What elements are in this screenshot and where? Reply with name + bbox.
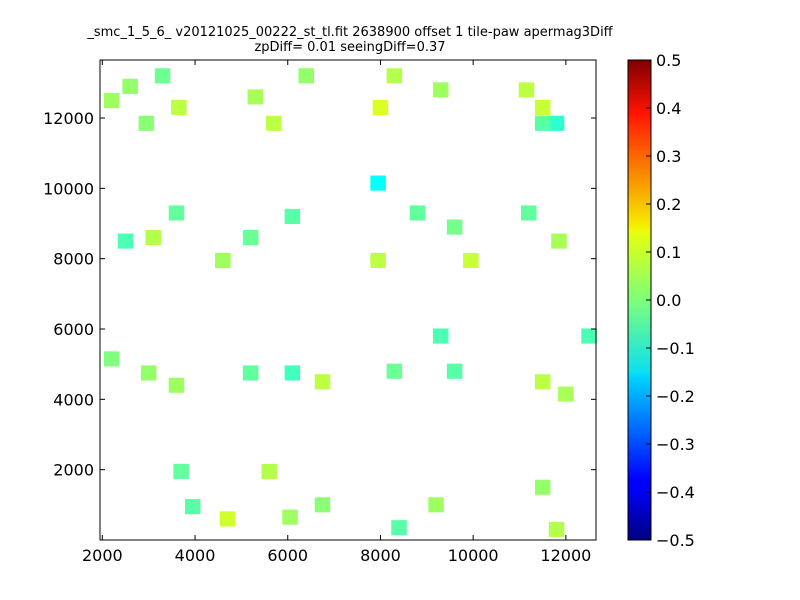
x-tick-label: 6000: [267, 546, 308, 565]
heatmap-cell: [173, 463, 189, 479]
axes: 2000 4000 6000 8000 10000 12000 2000 4000 6000 80…: [43, 60, 596, 565]
heatmap-cell: [122, 78, 138, 94]
chart-title-line1: _smc_1_5_6_ v20121025_00222_st_tl.fit 26…: [87, 25, 613, 40]
heatmap-cell: [432, 82, 449, 98]
y-tick-label: 10000: [43, 179, 94, 198]
heatmap-cell: [432, 328, 449, 344]
heatmap-cells: [103, 68, 597, 538]
colorbar-tick-label: 0.5: [656, 51, 681, 70]
heatmap-cell: [266, 115, 282, 131]
heatmap-cell: [168, 377, 185, 393]
heatmap-cell: [548, 115, 565, 131]
heatmap-cell: [386, 68, 403, 84]
heatmap-cell: [242, 365, 259, 381]
x-tick-label: 12000: [540, 546, 591, 565]
heatmap-cell: [298, 68, 315, 84]
heatmap-cell: [446, 363, 463, 379]
colorbar-ticks: 0.5 0.4 0.3 0.2 0.1 0.0 −0.1 −0.2 −0.3 −0.4 −0.5: [646, 51, 695, 550]
heatmap-cell: [372, 99, 389, 116]
colorbar-tick-label: −0.2: [656, 387, 695, 406]
colorbar-tick-label: −0.1: [656, 339, 695, 358]
x-tick-label: 2000: [82, 546, 123, 565]
heatmap-cell: [242, 230, 259, 246]
heatmap-cell: [521, 205, 537, 221]
heatmap-cell: [558, 386, 574, 402]
heatmap-cell: [138, 115, 155, 131]
heatmap-cell: [247, 89, 264, 105]
heatmap-cell: [284, 365, 301, 381]
chart-title-line2: zpDiff= 0.01 seeingDiff=0.37: [254, 40, 446, 55]
heatmap-cell: [215, 252, 231, 268]
plot-frame: [99, 59, 597, 541]
colorbar-tick-label: −0.5: [656, 531, 695, 550]
colorbar-tick-label: 0.1: [656, 243, 681, 262]
heatmap-cell: [140, 365, 157, 381]
x-tick-label: 10000: [448, 546, 499, 565]
heatmap-cell: [581, 328, 597, 344]
heatmap-cell: [261, 463, 277, 479]
heatmap-cell: [446, 219, 463, 235]
heatmap-cell: [534, 99, 551, 116]
y-tick-label: 6000: [53, 320, 94, 339]
heatmap-cell: [171, 99, 187, 116]
colorbar-tick-label: 0.0: [656, 291, 681, 310]
y-tick-label: 4000: [53, 390, 94, 409]
heatmap-cell: [463, 252, 479, 268]
heatmap-cell: [145, 230, 162, 246]
heatmap-cell: [117, 233, 134, 249]
heatmap-cell: [168, 205, 185, 221]
heatmap-cell: [391, 520, 407, 536]
colorbar-tick-label: 0.2: [656, 195, 681, 214]
y-tick-label: 12000: [43, 109, 94, 128]
heatmap-cell: [518, 82, 535, 98]
x-tick-label: 8000: [360, 546, 401, 565]
colorbar-tick-label: −0.4: [656, 483, 695, 502]
heatmap-cell: [314, 374, 331, 390]
heatmap-cell: [370, 252, 386, 268]
heatmap-cell: [386, 363, 403, 379]
y-tick-label: 2000: [53, 461, 94, 480]
heatmap-cell: [154, 68, 171, 84]
heatmap-cell: [184, 499, 201, 515]
colorbar-tick-label: 0.4: [656, 99, 681, 118]
heatmap-cell: [103, 92, 120, 108]
heatmap-cell: [534, 115, 551, 131]
heatmap-cell: [284, 208, 301, 225]
heatmap-cell: [103, 351, 120, 367]
heatmap-cell: [534, 479, 551, 495]
y-tick-label: 8000: [53, 250, 94, 269]
heatmap-cell: [282, 509, 298, 525]
heatmap-cell: [370, 175, 386, 191]
heatmap-cell: [219, 511, 236, 527]
heatmap-cell: [409, 205, 426, 221]
x-tick-label: 4000: [175, 546, 216, 565]
heatmap-cell: [314, 497, 331, 513]
heatmap-cell: [534, 374, 551, 390]
colorbar-tick-label: 0.3: [656, 147, 681, 166]
heatmap-cell: [551, 233, 567, 249]
heatmap-cell: [548, 521, 565, 538]
colorbar-tick-label: −0.3: [656, 435, 695, 454]
heatmap-cell: [428, 497, 444, 513]
